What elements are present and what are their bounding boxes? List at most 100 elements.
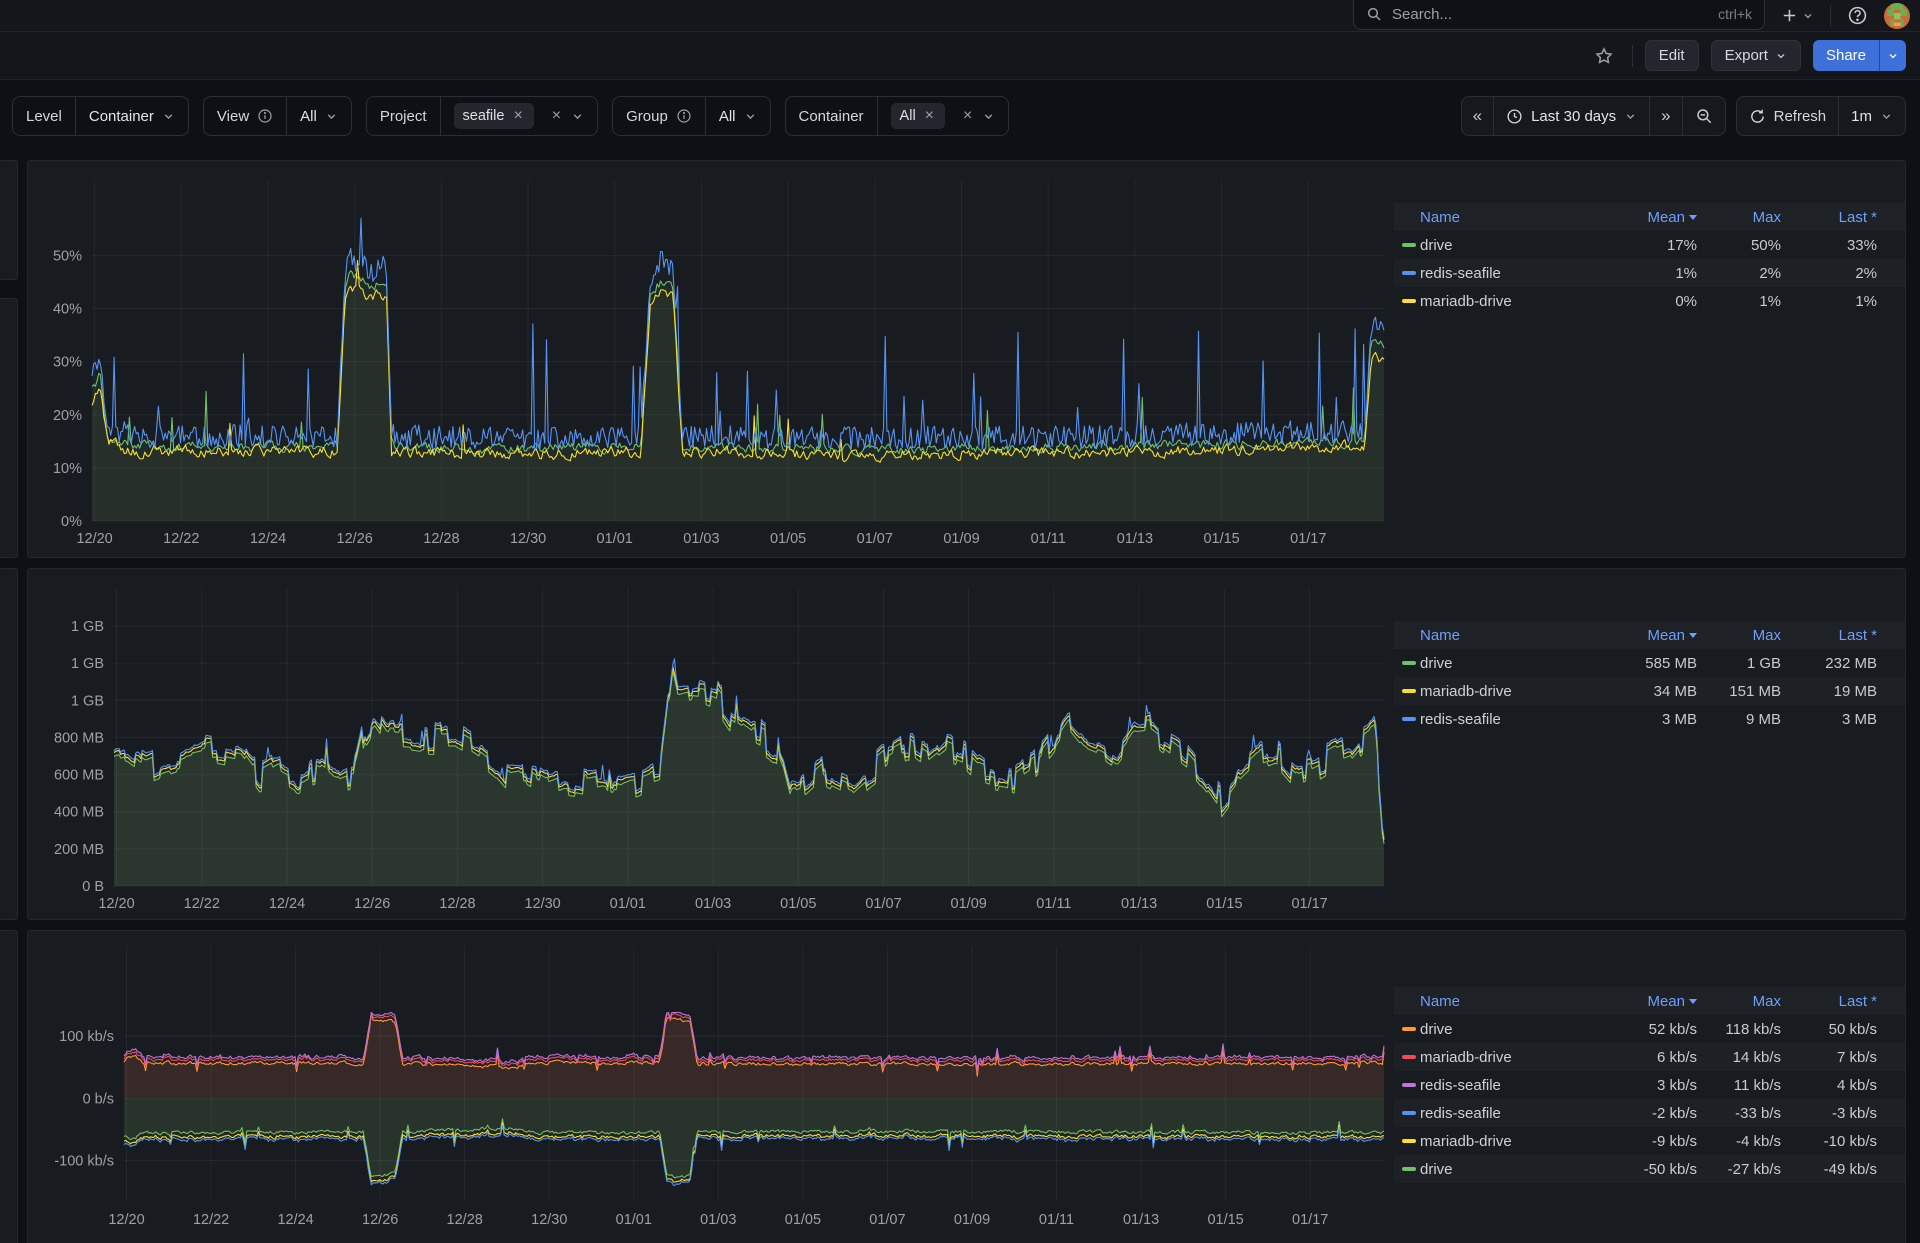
plus-icon [1783, 9, 1796, 22]
cpu-chart[interactable]: 0% 10% 20% 30% 40% 50% 12/20 12/22 12/24 12/26 12/… [28, 161, 1394, 557]
series-line-redis-seafile [113, 658, 1385, 837]
x-axis-tick-label: 12/20 [98, 896, 134, 912]
legend-header-max[interactable]: Max [1752, 208, 1781, 226]
legend-header-mean[interactable]: Mean [1609, 993, 1697, 1010]
legend-row[interactable]: redis-seafile 3 MB 9 MB 3 MB [1394, 705, 1905, 733]
legend-series-name[interactable]: drive [1420, 236, 1453, 254]
legend-row[interactable]: mariadb-drive 6 kb/s 14 kb/s 7 kb/s [1394, 1043, 1905, 1071]
refresh-interval-value: 1m [1851, 107, 1872, 125]
legend-row[interactable]: drive -50 kb/s -27 kb/s -49 kb/s [1394, 1155, 1905, 1183]
edit-button[interactable]: Edit [1644, 40, 1699, 71]
legend-header-name[interactable]: Name [1420, 626, 1461, 644]
legend-series-name[interactable]: drive [1420, 1160, 1453, 1178]
filter-bar: Level Container View All Project [0, 88, 1920, 144]
legend-row[interactable]: mariadb-drive -9 kb/s -4 kb/s -10 kb/s [1394, 1127, 1905, 1155]
legend-row[interactable]: drive 52 kb/s 118 kb/s 50 kb/s [1394, 1015, 1905, 1043]
info-circle-icon [258, 109, 272, 123]
legend-max-value: -33 b/s [1735, 1104, 1781, 1122]
share-button[interactable]: Share [1812, 40, 1879, 71]
legend-last-value: 2% [1855, 264, 1877, 282]
legend-row[interactable]: drive 17% 50% 33% [1394, 231, 1905, 259]
legend-row[interactable]: redis-seafile 1% 2% 2% [1394, 259, 1905, 287]
x-axis-tick-label: 01/13 [1123, 1212, 1159, 1228]
star-dashboard-button[interactable] [1588, 42, 1620, 70]
legend-series-name[interactable]: redis-seafile [1420, 1076, 1501, 1094]
series-color-swatch [1402, 1083, 1416, 1087]
memory-chart[interactable]: 0 B 200 MB 400 MB 600 MB 800 MB 1 GB 1 GB 1 GB 1… [28, 569, 1394, 919]
chevron-down-icon [1626, 113, 1635, 119]
legend-series-name[interactable]: mariadb-drive [1420, 682, 1512, 700]
x-axis-tick-label: 01/01 [616, 1212, 652, 1228]
legend-series-name[interactable]: drive [1420, 1020, 1453, 1038]
time-shift-back-button[interactable]: « [1472, 106, 1483, 125]
user-avatar[interactable] [1884, 2, 1910, 29]
refresh-button[interactable]: Refresh [1737, 97, 1839, 135]
filter-group-select[interactable]: All [704, 97, 770, 135]
refresh-interval-select[interactable]: 1m [1838, 97, 1905, 135]
filter-project-select[interactable]: seafile × × [439, 97, 598, 135]
series-color-swatch [1402, 661, 1416, 665]
filter-view-select[interactable]: All [286, 97, 351, 135]
legend-header-max[interactable]: Max [1752, 626, 1781, 644]
time-zoom-out-button[interactable] [1681, 97, 1725, 135]
filter-container: Container All × × [784, 96, 1010, 136]
chip-remove-icon[interactable]: × [924, 107, 935, 124]
legend-last-value: 3 MB [1841, 710, 1877, 728]
legend-mean-value: 17% [1666, 236, 1697, 254]
clear-all-icon[interactable]: × [963, 107, 973, 124]
y-axis-tick-label: 50% [53, 248, 82, 264]
add-new-button[interactable] [1775, 2, 1820, 30]
legend-header-max[interactable]: Max [1752, 992, 1781, 1010]
x-axis-tick-label: 01/17 [1291, 896, 1327, 912]
search-input[interactable]: Search... ctrl+k [1353, 0, 1765, 30]
time-range-value: Last 30 days [1531, 107, 1617, 125]
legend-series-name[interactable]: redis-seafile [1420, 710, 1501, 728]
clear-all-icon[interactable]: × [551, 107, 562, 124]
chevron-down-icon [1882, 113, 1891, 119]
help-button[interactable] [1841, 2, 1874, 30]
label-text: Project [379, 107, 427, 125]
legend-series-name[interactable]: redis-seafile [1420, 264, 1501, 282]
series-line-redis-rx [123, 1124, 1385, 1186]
filter-level-label: Level [13, 97, 75, 135]
export-button[interactable]: Export [1710, 40, 1801, 71]
y-axis-tick-label: 40% [53, 302, 82, 318]
network-chart[interactable]: -100 kb/s 0 b/s 100 kb/s 12/20 12/22 12/24 12/… [28, 931, 1394, 1243]
legend-series-name[interactable]: drive [1420, 654, 1453, 672]
legend-header-name[interactable]: Name [1420, 208, 1461, 226]
legend-row[interactable]: mariadb-drive 0% 1% 1% [1394, 287, 1905, 315]
legend-series-name[interactable]: mariadb-drive [1420, 292, 1512, 310]
legend-mean-value: 0% [1675, 292, 1697, 310]
x-axis-tick-label: 01/17 [1292, 1212, 1328, 1228]
x-axis-tick-label: 01/13 [1117, 531, 1153, 547]
x-axis-tick-label: 01/07 [865, 896, 901, 912]
filter-group-label: Group [613, 97, 705, 135]
filter-chip-all[interactable]: All × [890, 103, 946, 129]
legend-header-last[interactable]: Last * [1838, 992, 1877, 1010]
info-circle-icon [677, 109, 691, 123]
legend-header-mean[interactable]: Mean [1609, 627, 1697, 644]
zoom-out-icon [1696, 109, 1711, 124]
legend-row[interactable]: drive 585 MB 1 GB 232 MB [1394, 649, 1905, 677]
series-line-drive [91, 270, 1385, 457]
legend-series-name[interactable]: mariadb-drive [1420, 1132, 1512, 1150]
filter-chip-seafile[interactable]: seafile × [453, 103, 534, 129]
time-shift-forward-button[interactable]: » [1649, 97, 1681, 135]
filter-container-select[interactable]: All × × [876, 97, 1009, 135]
legend-row[interactable]: mariadb-drive 34 MB 151 MB 19 MB [1394, 677, 1905, 705]
time-range-picker[interactable]: Last 30 days [1493, 97, 1649, 135]
legend-header-last[interactable]: Last * [1838, 208, 1877, 226]
legend-header-last[interactable]: Last * [1838, 626, 1877, 644]
legend-header-mean[interactable]: Mean [1609, 209, 1697, 226]
legend-mean-value: 34 MB [1653, 682, 1697, 700]
filter-level-select[interactable]: Container [74, 97, 188, 135]
legend-row[interactable]: redis-seafile -2 kb/s -33 b/s -3 kb/s [1394, 1099, 1905, 1127]
legend-header-name[interactable]: Name [1420, 992, 1461, 1010]
x-axis-tick-label: 12/26 [354, 896, 390, 912]
chip-remove-icon[interactable]: × [513, 107, 523, 124]
y-axis-tick-label: 30% [53, 355, 82, 371]
legend-series-name[interactable]: mariadb-drive [1420, 1048, 1512, 1066]
share-menu-button[interactable] [1879, 40, 1906, 71]
legend-row[interactable]: redis-seafile 3 kb/s 11 kb/s 4 kb/s [1394, 1071, 1905, 1099]
legend-series-name[interactable]: redis-seafile [1420, 1104, 1501, 1122]
